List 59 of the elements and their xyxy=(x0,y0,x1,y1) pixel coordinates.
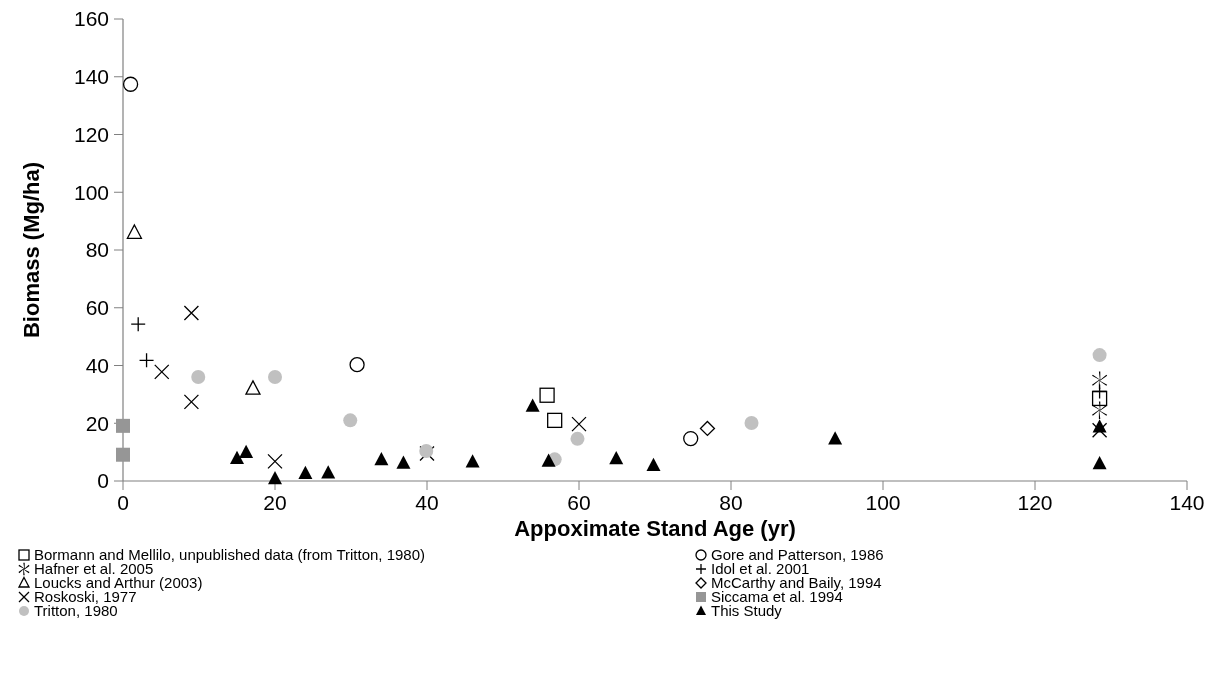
point xyxy=(1092,455,1107,470)
x-tick-label: 120 xyxy=(1017,491,1053,514)
y-axis-title: Biomass (Mg/ha) xyxy=(19,161,44,339)
point xyxy=(191,370,206,385)
y-tick-label: 80 xyxy=(85,238,109,262)
point xyxy=(126,224,143,239)
point xyxy=(744,415,759,430)
x-tick-label: 80 xyxy=(719,491,743,514)
x-tick-label: 0 xyxy=(117,491,129,514)
point xyxy=(321,465,336,479)
point xyxy=(245,380,261,395)
x-tick-label: 100 xyxy=(865,491,901,514)
point xyxy=(419,443,434,458)
point xyxy=(1092,419,1107,433)
point xyxy=(183,394,200,410)
point xyxy=(1092,401,1108,420)
y-tick-label: 0 xyxy=(97,469,109,493)
point xyxy=(122,76,139,92)
point xyxy=(239,444,254,459)
point xyxy=(268,470,282,485)
point xyxy=(828,431,843,445)
point xyxy=(525,398,540,412)
point xyxy=(267,453,283,470)
x-tick-label: 60 xyxy=(567,491,591,514)
point xyxy=(683,430,699,447)
point xyxy=(183,305,200,321)
point xyxy=(298,465,313,480)
y-tick-label: 160 xyxy=(73,7,109,31)
y-tick-label: 100 xyxy=(73,180,109,204)
point xyxy=(1091,390,1108,407)
point xyxy=(268,370,282,385)
x-tick-label: 20 xyxy=(263,491,287,514)
point xyxy=(116,447,130,462)
point xyxy=(541,453,556,467)
y-tick-label: 20 xyxy=(85,411,109,435)
x-tick-label: 40 xyxy=(415,491,439,514)
point xyxy=(396,455,411,469)
point xyxy=(116,418,130,433)
point xyxy=(699,420,716,437)
point xyxy=(465,454,480,468)
point xyxy=(609,451,624,465)
y-tick-label: 40 xyxy=(85,353,109,377)
point xyxy=(374,451,389,466)
point xyxy=(230,450,244,465)
x-axis-title: Appoximate Stand Age (yr) xyxy=(514,516,796,541)
y-tick-label: 140 xyxy=(73,65,109,89)
point xyxy=(539,387,555,403)
legend-label: This Study xyxy=(711,602,783,620)
point xyxy=(154,364,170,380)
point xyxy=(343,413,358,428)
point xyxy=(571,416,587,432)
point xyxy=(646,457,661,472)
point xyxy=(349,356,365,373)
point xyxy=(547,412,563,429)
x-tick-label: 140 xyxy=(1169,491,1205,514)
y-tick-label: 120 xyxy=(73,122,109,146)
point xyxy=(1092,348,1107,363)
point xyxy=(570,431,585,446)
y-tick-label: 60 xyxy=(85,296,109,320)
